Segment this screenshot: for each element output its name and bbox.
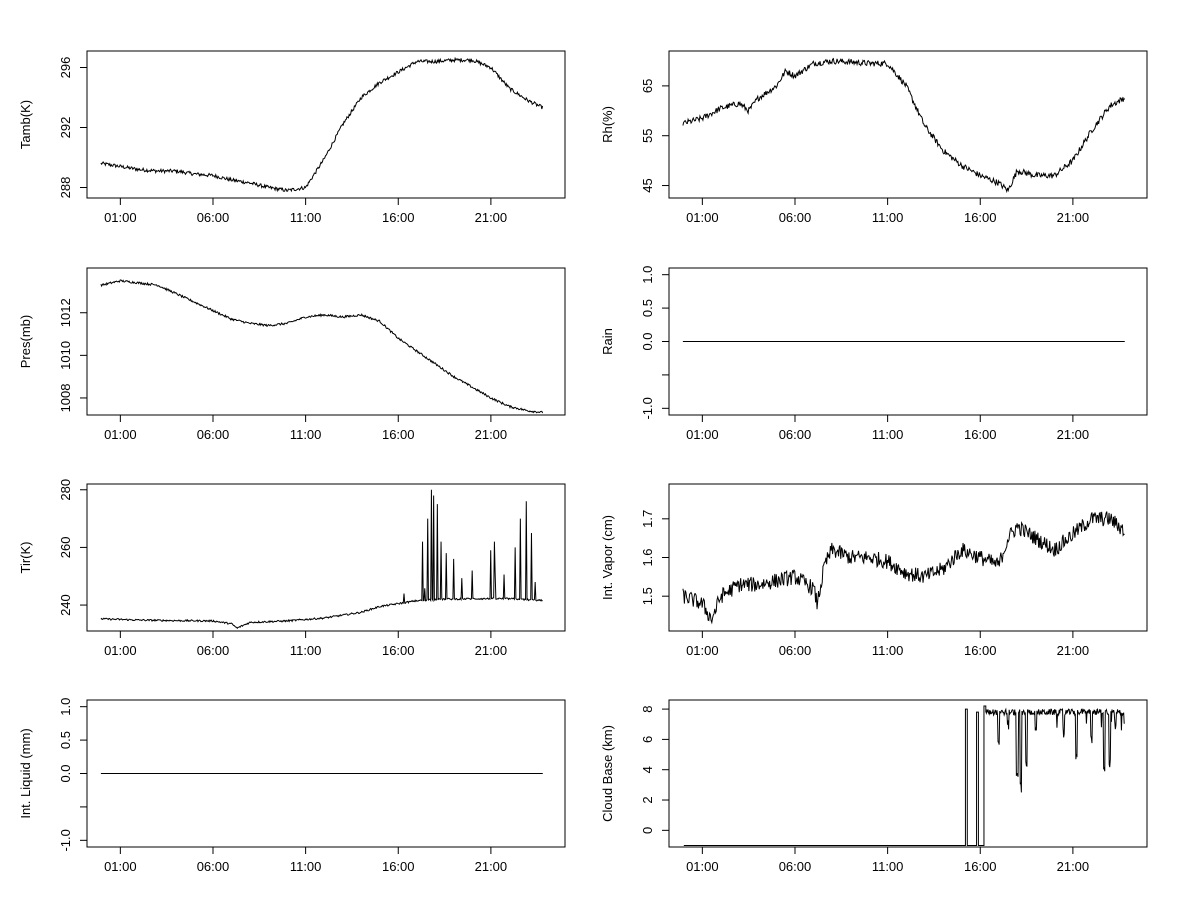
y-tick-label: 1.0 [640, 266, 655, 284]
x-tick-label: 21:00 [1057, 427, 1090, 442]
y-tick-label: 2 [640, 796, 655, 803]
series-line [682, 57, 1126, 194]
series-line [100, 56, 544, 193]
x-tick-label: 21:00 [475, 427, 508, 442]
x-tick-label: 11:00 [872, 210, 904, 225]
plot-frame [86, 483, 566, 632]
x-tick-label: 16:00 [382, 859, 415, 874]
y-tick-label: 1010 [58, 341, 73, 370]
panel-5: 01:00 06:00 11:00 16:00 21:00 240 260 280 Tir(K) [18, 479, 566, 658]
x-tick-label: 11:00 [290, 859, 322, 874]
y-tick-label: 1008 [58, 383, 73, 412]
y-tick-label: -1.0 [58, 829, 73, 851]
panel-7: 01:00 06:00 11:00 16:00 21:00 -1.0 0.0 0.5 1.0 In… [18, 698, 566, 874]
x-tick-label: 11:00 [872, 643, 904, 658]
series-line [100, 489, 543, 630]
x-tick-label: 01:00 [104, 210, 137, 225]
x-tick-label: 21:00 [1057, 643, 1090, 658]
x-tick-label: 21:00 [475, 210, 508, 225]
x-tick-label: 01:00 [686, 859, 719, 874]
x-tick-label: 21:00 [475, 859, 508, 874]
y-tick-label: 240 [58, 594, 73, 616]
y-axis-label: Int. Vapor (cm) [600, 515, 615, 600]
x-tick-label: 21:00 [475, 643, 508, 658]
x-tick-label: 01:00 [104, 427, 137, 442]
y-axis-label: Int. Liquid (mm) [18, 728, 33, 818]
y-tick-label: 0.5 [58, 731, 73, 749]
plot-frame [86, 267, 566, 416]
x-tick-label: 11:00 [872, 427, 904, 442]
y-tick-label: 6 [640, 736, 655, 743]
y-tick-label: 260 [58, 537, 73, 559]
x-tick-label: 11:00 [290, 210, 322, 225]
x-tick-label: 01:00 [686, 643, 719, 658]
panel-1: 01:00 06:00 11:00 16:00 21:00 288 292 296 Tamb(K… [18, 50, 566, 225]
y-tick-label: -1.0 [640, 397, 655, 419]
y-tick-label: 1.0 [58, 698, 73, 716]
x-tick-label: 01:00 [686, 427, 719, 442]
x-tick-label: 11:00 [290, 643, 322, 658]
plot-frame [668, 483, 1148, 632]
y-tick-label: 0 [640, 827, 655, 834]
y-tick-label: 296 [58, 57, 73, 79]
x-tick-label: 06:00 [197, 210, 230, 225]
y-axis-label: Cloud Base (km) [600, 725, 615, 822]
y-tick-label: 0.0 [640, 332, 655, 350]
x-tick-label: 01:00 [686, 210, 719, 225]
panels-group: 01:00 06:00 11:00 16:00 21:00 288 292 296 Tamb(K… [18, 50, 1148, 874]
plot-frame [668, 50, 1148, 199]
x-tick-label: 21:00 [1057, 210, 1090, 225]
series-line [682, 511, 1125, 625]
x-tick-label: 06:00 [779, 427, 812, 442]
y-tick-label: 1.5 [640, 587, 655, 605]
plot-frame [668, 699, 1148, 848]
x-tick-label: 06:00 [779, 643, 812, 658]
x-tick-label: 01:00 [104, 859, 137, 874]
x-tick-label: 16:00 [964, 210, 997, 225]
y-tick-label: 0.5 [640, 299, 655, 317]
x-tick-label: 16:00 [964, 643, 997, 658]
x-tick-label: 01:00 [104, 643, 137, 658]
y-axis-label: Pres(mb) [18, 315, 33, 368]
y-axis-label: Rh(%) [600, 106, 615, 143]
panel-2: 01:00 06:00 11:00 16:00 21:00 45 55 65 Rh(%) [600, 50, 1148, 225]
y-tick-label: 65 [640, 79, 655, 93]
panel-4: 01:00 06:00 11:00 16:00 21:00 -1.0 0.0 0.5 1.0 Ra… [600, 266, 1148, 442]
x-tick-label: 06:00 [197, 427, 230, 442]
plot-frame [86, 50, 566, 199]
y-tick-label: 8 [640, 705, 655, 712]
x-tick-label: 16:00 [382, 427, 415, 442]
y-tick-label: 1.7 [640, 510, 655, 528]
panel-8: 01:00 06:00 11:00 16:00 21:00 0 2 4 6 8 Cloud Base… [600, 699, 1148, 874]
y-axis-label: Tir(K) [18, 541, 33, 573]
x-tick-label: 16:00 [964, 427, 997, 442]
x-tick-label: 06:00 [197, 643, 230, 658]
x-tick-label: 06:00 [197, 859, 230, 874]
y-tick-label: 55 [640, 128, 655, 142]
x-tick-label: 06:00 [779, 859, 812, 874]
y-tick-label: 0.0 [58, 764, 73, 782]
x-tick-label: 16:00 [382, 643, 415, 658]
panel-3: 01:00 06:00 11:00 16:00 21:00 1008 1010 1012 Pre… [18, 267, 566, 442]
y-tick-label: 1.6 [640, 548, 655, 566]
y-tick-label: 45 [640, 178, 655, 192]
y-tick-label: 288 [58, 177, 73, 199]
series-line [100, 279, 544, 414]
x-tick-label: 11:00 [290, 427, 322, 442]
y-tick-label: 1012 [58, 298, 73, 327]
panel-6: 01:00 06:00 11:00 16:00 21:00 1.5 1.6 1.7 Int. V… [600, 483, 1148, 658]
y-tick-label: 4 [640, 766, 655, 773]
x-tick-label: 11:00 [872, 859, 904, 874]
x-tick-label: 06:00 [779, 210, 812, 225]
series-line [683, 705, 1125, 846]
x-tick-label: 16:00 [382, 210, 415, 225]
x-tick-label: 16:00 [964, 859, 997, 874]
y-tick-label: 280 [58, 479, 73, 501]
y-tick-label: 292 [58, 117, 73, 139]
y-axis-label: Rain [600, 328, 615, 355]
y-axis-label: Tamb(K) [18, 100, 33, 149]
x-tick-label: 21:00 [1057, 859, 1090, 874]
